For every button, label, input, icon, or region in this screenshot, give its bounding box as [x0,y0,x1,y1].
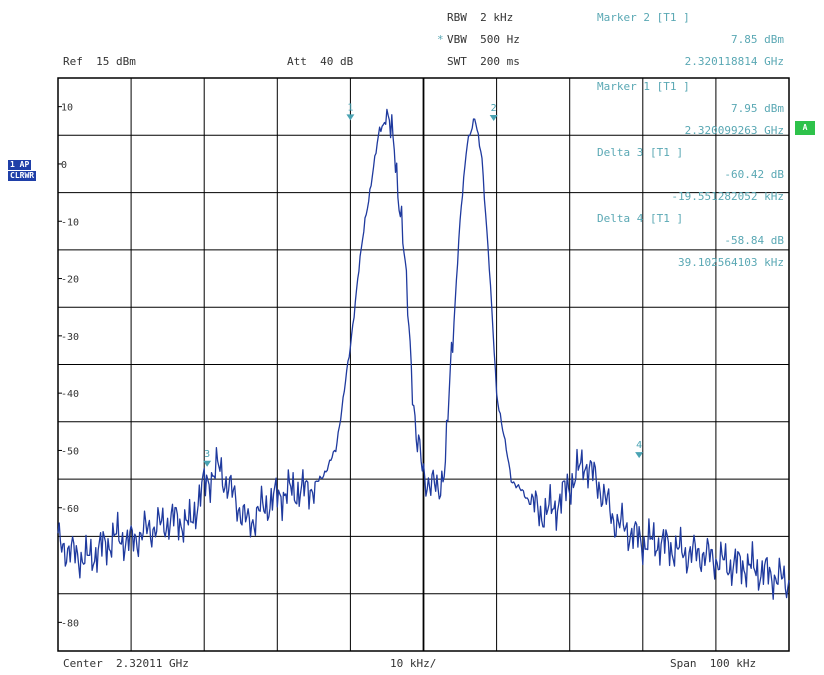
center-frequency-label: Center 2.32011 GHz [63,657,189,670]
delta4-level: -58.84 dB [724,234,784,247]
marker-2-label: 2 [491,103,497,114]
attenuation-label: Att 40 dB [287,55,354,68]
marker2-title: Marker 2 [T1 ] [597,11,690,24]
y-tick-label: -40 [61,389,79,400]
y-tick-label: -20 [61,275,79,286]
vbw-label: VBW 500 Hz [447,33,520,46]
marker-1-label: 1 [347,102,353,113]
vbw-asterisk: * [437,33,444,46]
y-tick-label: -60 [61,504,79,515]
trace-1 [57,108,790,600]
division-label: 10 kHz/ [390,657,437,670]
marker-1-glyph [346,114,355,121]
ref-level-label: Ref 15 dBm [63,55,136,68]
marker-4-glyph [635,452,644,459]
marker-3-label: 3 [204,449,210,460]
marker1-frequency: 2.320099263 GHz [684,124,784,137]
trace-line [57,108,790,600]
trace-detector-badge: 1 AP [8,160,32,170]
trace-a-badge: A [795,121,815,135]
markers: 1 2 3 4 [203,102,644,467]
trace-mode-badge: CLRWR [8,171,37,181]
marker1-title: Marker 1 [T1 ] [597,80,690,93]
marker1-level: 7.95 dBm [731,102,784,115]
y-tick-label: -10 [61,217,79,228]
delta3-frequency: -19.551282052 kHz [671,190,784,203]
graticule [57,77,790,652]
y-tick-labels: 10 0 -10 -20 -30 -40 -50 -60 -80 [58,103,79,629]
marker2-level: 7.85 dBm [731,33,784,46]
delta4-frequency: 39.102564103 kHz [678,256,784,269]
y-tick-label: 0 [61,160,67,171]
marker-2-glyph [489,114,498,121]
rbw-label: RBW 2 kHz [447,11,514,24]
delta3-title: Delta 3 [T1 ] [597,146,684,159]
marker-3-glyph [203,460,212,467]
y-tick-label: -80 [61,618,79,629]
y-tick-label: 10 [61,103,73,114]
y-tick-label: -30 [61,332,79,343]
span-label: Span 100 kHz [670,657,757,670]
sweep-time-label: SWT 200 ms [447,55,520,68]
marker-4-label: 4 [636,440,642,451]
y-tick-label: -50 [61,446,79,457]
delta3-level: -60.42 dB [724,168,784,181]
marker2-frequency: 2.320118814 GHz [684,55,784,68]
delta4-title: Delta 4 [T1 ] [597,212,684,225]
